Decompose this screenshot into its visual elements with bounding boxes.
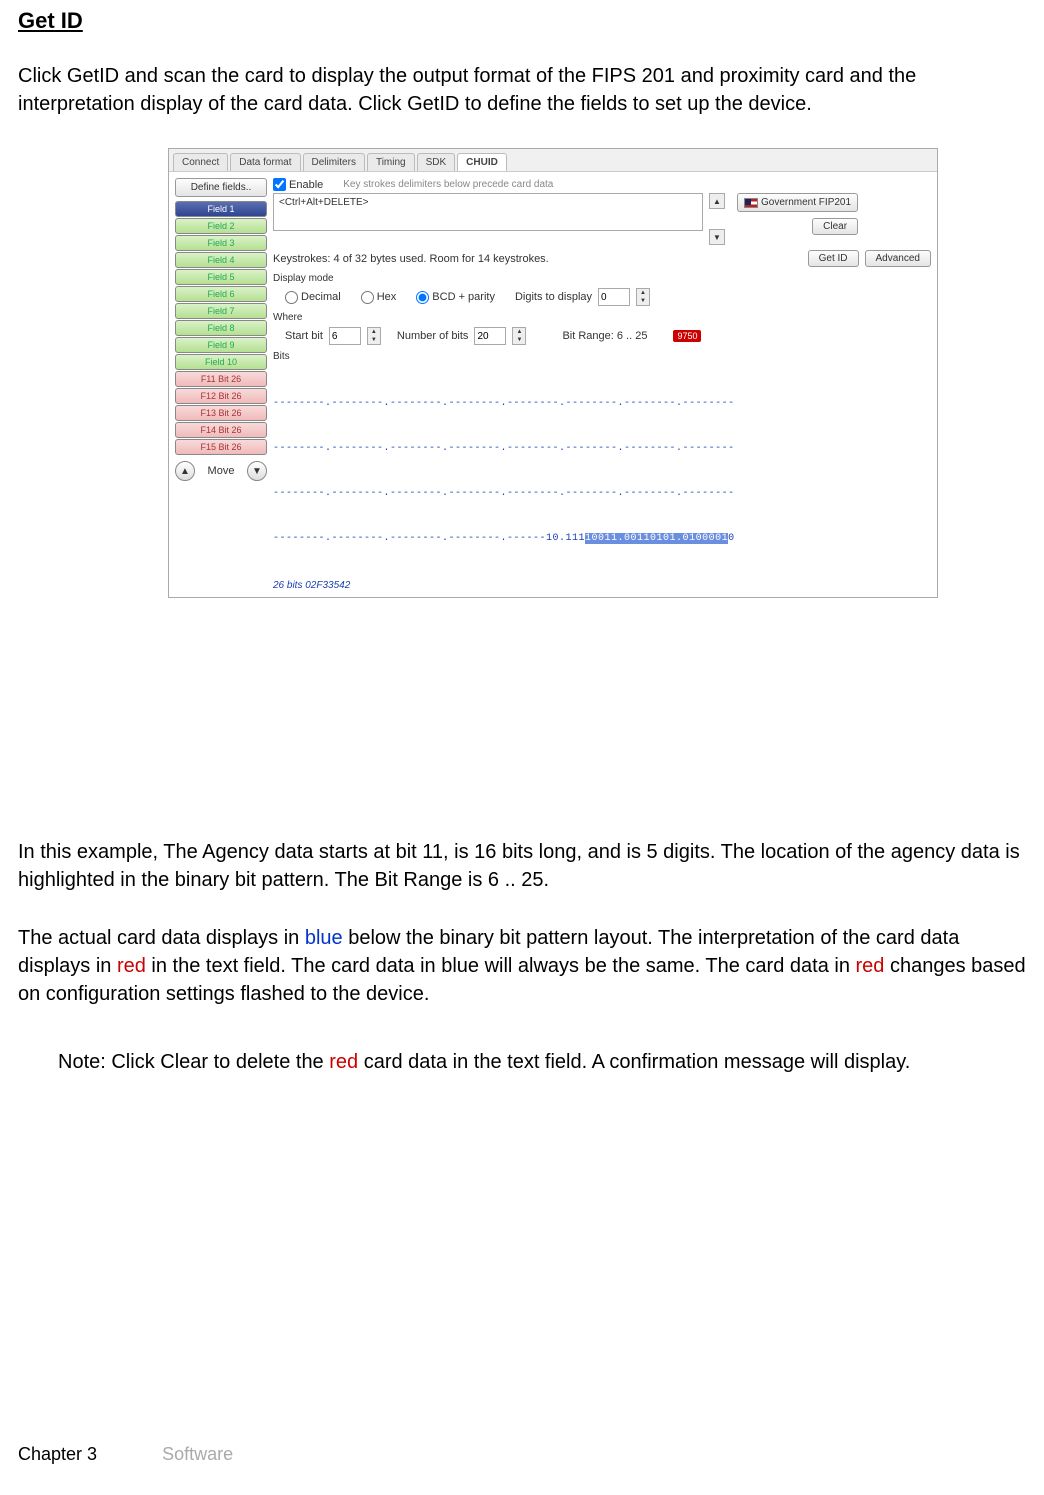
radio-bcd[interactable]: BCD + parity [416, 291, 495, 304]
textbox-value: <Ctrl+Alt+DELETE> [279, 197, 697, 208]
field-1[interactable]: Field 1 [175, 201, 267, 217]
advanced-button[interactable]: Advanced [865, 250, 931, 267]
start-bit-spinner[interactable]: ▲▼ [367, 327, 381, 345]
field-14[interactable]: F14 Bit 26 [175, 422, 267, 438]
app-screenshot: Connect Data format Delimiters Timing SD… [168, 148, 938, 598]
tab-timing[interactable]: Timing [367, 153, 415, 171]
field-9[interactable]: Field 9 [175, 337, 267, 353]
scroll-up-icon[interactable]: ▲ [709, 193, 725, 209]
government-button[interactable]: Government FIP201 [737, 193, 858, 212]
value-badge: 9750 [673, 330, 701, 342]
field-5[interactable]: Field 5 [175, 269, 267, 285]
start-bit-label: Start bit [285, 330, 323, 342]
field-12[interactable]: F12 Bit 26 [175, 388, 267, 404]
move-down-button[interactable]: ▼ [247, 461, 267, 481]
tab-sdk[interactable]: SDK [417, 153, 456, 171]
fields-column: Define fields.. Field 1 Field 2 Field 3 … [175, 178, 267, 591]
intro-paragraph: Click GetID and scan the card to display… [18, 62, 1026, 118]
bits-summary: 26 bits 02F33542 [273, 580, 931, 591]
tab-connect[interactable]: Connect [173, 153, 228, 171]
note-red-word: red [329, 1051, 358, 1073]
page-footer: Chapter 3 Software [18, 1444, 233, 1465]
enable-checkbox[interactable]: Enable [273, 178, 323, 191]
bits-row-2: --------.--------.--------.--------.----… [273, 441, 931, 456]
keystroke-textbox[interactable]: <Ctrl+Alt+DELETE> [273, 193, 703, 231]
bits-display: --------.--------.--------.--------.----… [273, 366, 931, 576]
move-controls: ▲ Move ▼ [175, 461, 267, 481]
enable-label: Enable [289, 179, 323, 191]
radio-decimal[interactable]: Decimal [285, 291, 341, 304]
footer-software: Software [162, 1444, 233, 1464]
field-6[interactable]: Field 6 [175, 286, 267, 302]
tab-data-format[interactable]: Data format [230, 153, 300, 171]
digits-label: Digits to display [515, 291, 592, 303]
scroll-down-icon[interactable]: ▼ [709, 229, 725, 245]
field-2[interactable]: Field 2 [175, 218, 267, 234]
num-bits-input[interactable] [474, 327, 506, 345]
move-label: Move [208, 465, 235, 477]
move-up-button[interactable]: ▲ [175, 461, 195, 481]
get-id-button[interactable]: Get ID [808, 250, 859, 267]
field-13[interactable]: F13 Bit 26 [175, 405, 267, 421]
keystrokes-status: Keystrokes: 4 of 32 bytes used. Room for… [273, 253, 802, 265]
section-heading: Get ID [18, 8, 1026, 34]
red-word-1: red [117, 955, 146, 977]
start-bit-input[interactable] [329, 327, 361, 345]
red-word-2: red [856, 955, 885, 977]
num-bits-spinner[interactable]: ▲▼ [512, 327, 526, 345]
clear-button[interactable]: Clear [812, 218, 858, 235]
radio-hex[interactable]: Hex [361, 291, 397, 304]
tab-bar: Connect Data format Delimiters Timing SD… [169, 149, 937, 172]
field-7[interactable]: Field 7 [175, 303, 267, 319]
bits-row-3: --------.--------.--------.--------.----… [273, 486, 931, 501]
blue-word: blue [305, 927, 343, 949]
bits-row-4: --------.--------.--------.--------.----… [273, 531, 931, 546]
num-bits-label: Number of bits [397, 330, 469, 342]
tab-chuid[interactable]: CHUID [457, 153, 507, 171]
field-4[interactable]: Field 4 [175, 252, 267, 268]
where-label: Where [273, 312, 931, 323]
define-fields-button[interactable]: Define fields.. [175, 178, 267, 197]
field-15[interactable]: F15 Bit 26 [175, 439, 267, 455]
gov-label: Government FIP201 [761, 197, 851, 208]
bits-row-1: --------.--------.--------.--------.----… [273, 396, 931, 411]
display-mode-label: Display mode [273, 273, 931, 284]
field-10[interactable]: Field 10 [175, 354, 267, 370]
enable-hint: Key strokes delimiters below precede car… [343, 179, 553, 190]
flag-icon [744, 198, 758, 208]
digits-spinner[interactable]: ▲▼ [636, 288, 650, 306]
field-3[interactable]: Field 3 [175, 235, 267, 251]
paragraph-1: In this example, The Agency data starts … [18, 838, 1026, 894]
field-11[interactable]: F11 Bit 26 [175, 371, 267, 387]
bit-range-label: Bit Range: 6 .. 25 [562, 330, 647, 342]
tab-delimiters[interactable]: Delimiters [303, 153, 365, 171]
note-paragraph: Note: Click Clear to delete the red card… [58, 1048, 1026, 1076]
paragraph-2: The actual card data displays in blue be… [18, 924, 1026, 1008]
digits-input[interactable] [598, 288, 630, 306]
footer-chapter: Chapter 3 [18, 1444, 97, 1464]
tab-body: Define fields.. Field 1 Field 2 Field 3 … [169, 172, 937, 597]
bits-label: Bits [273, 351, 931, 362]
config-column: Enable Key strokes delimiters below prec… [273, 178, 931, 591]
field-8[interactable]: Field 8 [175, 320, 267, 336]
